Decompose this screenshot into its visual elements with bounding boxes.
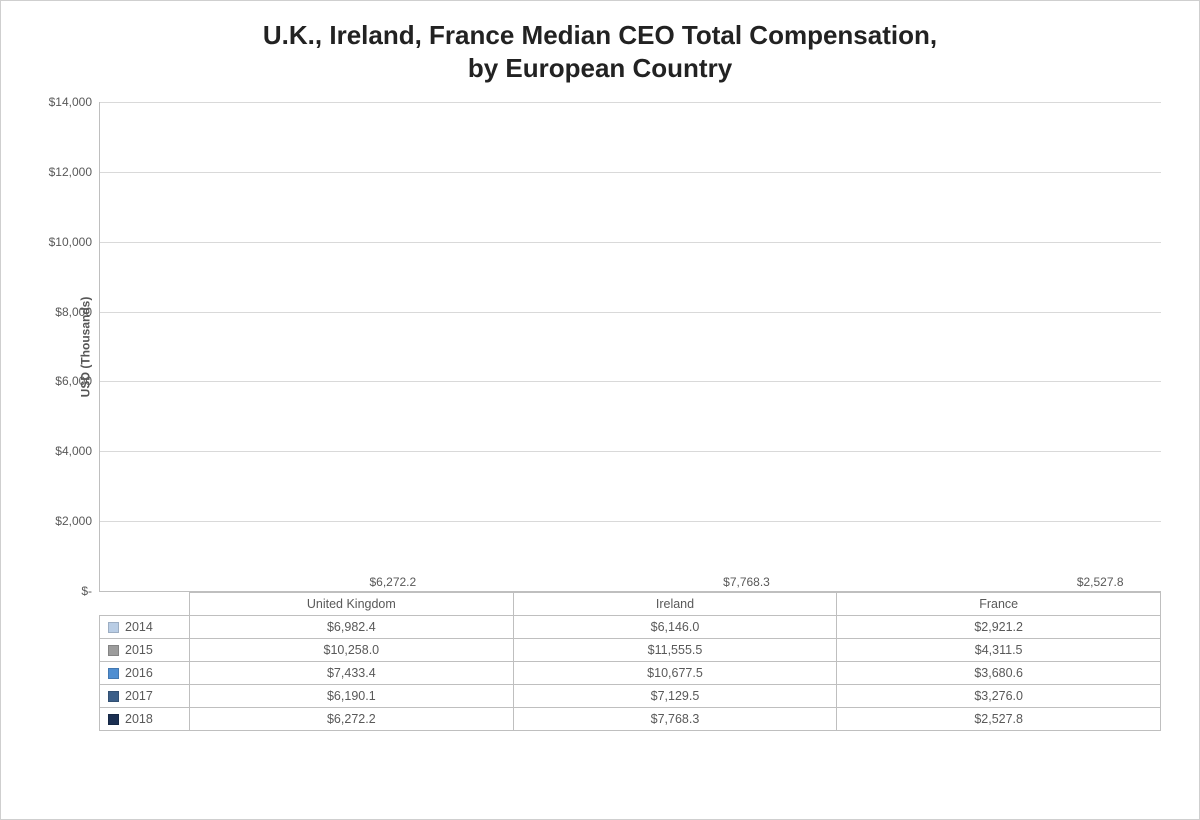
y-tick-label: $- (81, 584, 100, 598)
chart-frame: U.K., Ireland, France Median CEO Total C… (0, 0, 1200, 820)
legend-swatch (108, 622, 119, 633)
legend-cell: 2014 (100, 616, 190, 639)
data-table-wrap: United KingdomIrelandFrance2014$6,982.4$… (99, 592, 1161, 731)
bar-value-label: $2,527.8 (1077, 575, 1124, 591)
grid-line (100, 312, 1161, 313)
legend-swatch (108, 668, 119, 679)
data-cell: $2,921.2 (837, 616, 1161, 639)
table-header-row: United KingdomIrelandFrance (100, 593, 1161, 616)
grid-line (100, 242, 1161, 243)
legend-cell: 2017 (100, 685, 190, 708)
table-row: 2015 $10,258.0$11,555.5$4,311.5 (100, 639, 1161, 662)
legend-label: 2018 (125, 712, 153, 726)
grid-line (100, 102, 1161, 103)
data-cell: $10,258.0 (190, 639, 514, 662)
grid-line (100, 451, 1161, 452)
data-cell: $6,190.1 (190, 685, 514, 708)
column-header: France (837, 593, 1161, 616)
legend-label: 2016 (125, 666, 153, 680)
chart-title: U.K., Ireland, France Median CEO Total C… (19, 19, 1181, 84)
legend-cell: 2015 (100, 639, 190, 662)
data-cell: $7,768.3 (513, 708, 837, 731)
column-header: Ireland (513, 593, 837, 616)
data-cell: $2,527.8 (837, 708, 1161, 731)
column-header: United Kingdom (190, 593, 514, 616)
grid-line (100, 521, 1161, 522)
bar-value-label: $7,768.3 (723, 575, 770, 591)
data-cell: $3,680.6 (837, 662, 1161, 685)
legend-label: 2015 (125, 643, 153, 657)
bar-group: $2,527.8 (807, 102, 1161, 591)
title-line-1: U.K., Ireland, France Median CEO Total C… (263, 20, 937, 50)
data-cell: $3,276.0 (837, 685, 1161, 708)
title-line-2: by European Country (468, 53, 732, 83)
table-row: 2014 $6,982.4$6,146.0$2,921.2 (100, 616, 1161, 639)
bar-value-label: $6,272.2 (369, 575, 416, 591)
plot-area: $6,272.2$7,768.3$2,527.8 $-$2,000$4,000$… (99, 102, 1161, 592)
y-tick-label: $14,000 (49, 95, 100, 109)
legend-swatch (108, 714, 119, 725)
table-row: 2017 $6,190.1$7,129.5$3,276.0 (100, 685, 1161, 708)
legend-label: 2017 (125, 689, 153, 703)
bar-groups: $6,272.2 $7,768.3 $2,527.8 (100, 102, 1161, 591)
data-cell: $11,555.5 (513, 639, 837, 662)
y-tick-label: $4,000 (55, 444, 100, 458)
table-row: 2018 $6,272.2$7,768.3$2,527.8 (100, 708, 1161, 731)
data-cell: $4,311.5 (837, 639, 1161, 662)
y-tick-label: $2,000 (55, 514, 100, 528)
y-tick-label: $12,000 (49, 165, 100, 179)
legend-label: 2014 (125, 620, 153, 634)
table-row: 2016 $7,433.4$10,677.5$3,680.6 (100, 662, 1161, 685)
bar-group: $7,768.3 (454, 102, 808, 591)
data-cell: $6,272.2 (190, 708, 514, 731)
legend-swatch (108, 691, 119, 702)
data-cell: $7,129.5 (513, 685, 837, 708)
data-cell: $6,146.0 (513, 616, 837, 639)
data-cell: $10,677.5 (513, 662, 837, 685)
legend-cell: 2018 (100, 708, 190, 731)
table-corner (100, 593, 190, 616)
legend-cell: 2016 (100, 662, 190, 685)
data-table: United KingdomIrelandFrance2014$6,982.4$… (99, 592, 1161, 731)
y-tick-label: $6,000 (55, 374, 100, 388)
grid-line (100, 172, 1161, 173)
data-cell: $7,433.4 (190, 662, 514, 685)
data-cell: $6,982.4 (190, 616, 514, 639)
y-tick-label: $8,000 (55, 305, 100, 319)
legend-swatch (108, 645, 119, 656)
bar-group: $6,272.2 (100, 102, 454, 591)
grid-line (100, 381, 1161, 382)
chart-area: USD (Thousands) $6,272.2$7,768.3$2,527.8… (99, 102, 1161, 592)
y-tick-label: $10,000 (49, 235, 100, 249)
